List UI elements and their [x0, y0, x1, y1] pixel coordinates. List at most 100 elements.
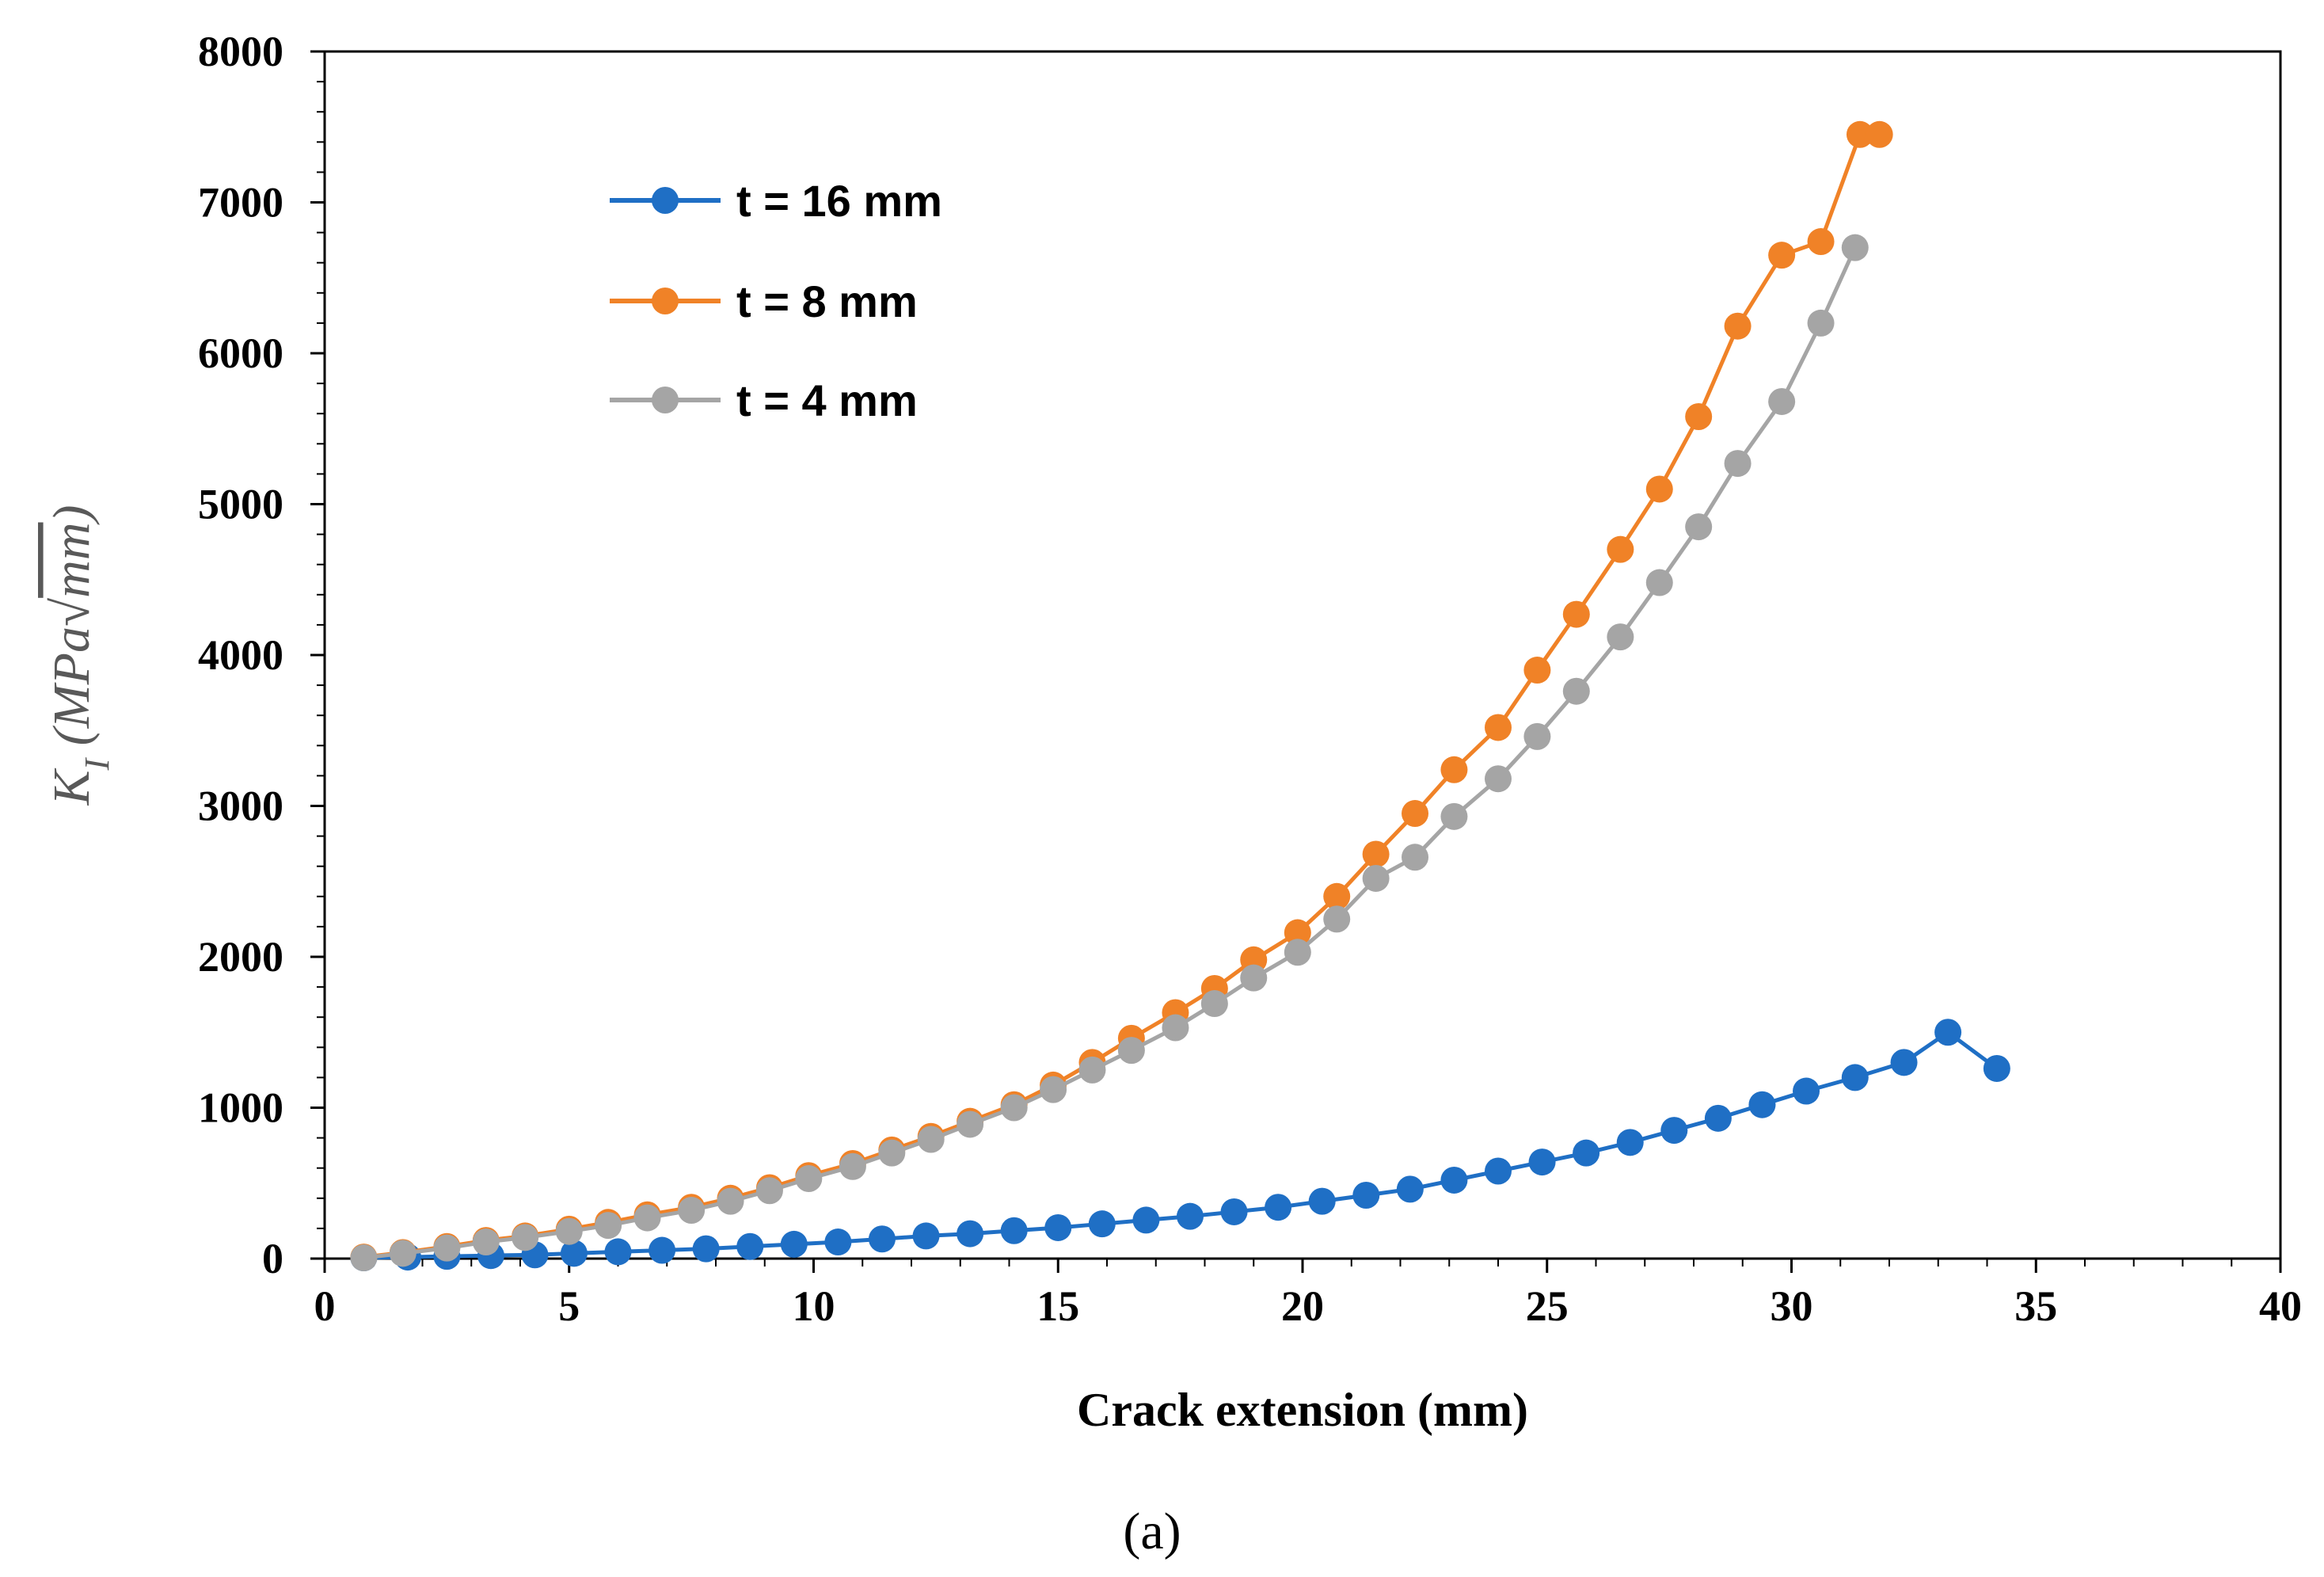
data-point — [1200, 990, 1228, 1018]
data-point — [350, 1244, 378, 1272]
data-point — [1768, 242, 1796, 269]
data-point — [1352, 1181, 1380, 1209]
data-point — [1396, 1175, 1424, 1203]
y-tick-label: 0 — [262, 1235, 283, 1282]
data-point — [1440, 756, 1468, 783]
data-point — [1616, 1129, 1644, 1156]
data-point — [1866, 120, 1893, 148]
x-tick-label: 10 — [793, 1282, 835, 1330]
data-point — [1000, 1217, 1028, 1244]
data-point — [957, 1110, 984, 1138]
data-point — [824, 1228, 852, 1256]
series-layer — [350, 120, 2010, 1272]
x-tick-label: 40 — [2259, 1282, 2302, 1330]
data-point — [912, 1222, 940, 1250]
data-point — [678, 1197, 706, 1225]
data-point — [1685, 403, 1713, 431]
y-tick-label: 6000 — [198, 329, 283, 377]
figure-caption: (a) — [1123, 1503, 1181, 1560]
legend-item-1: t = 8 mm — [610, 276, 918, 326]
data-point — [595, 1212, 622, 1240]
y-tick-label: 5000 — [198, 481, 283, 528]
data-point — [1362, 864, 1390, 892]
data-point — [957, 1220, 984, 1248]
data-point — [1220, 1198, 1248, 1225]
y-axis-label-sub: I — [78, 756, 116, 771]
y-axis-label-unit-sqrt: mm — [43, 522, 101, 597]
data-point — [795, 1165, 823, 1193]
series-0 — [350, 1019, 2010, 1272]
x-axis-ticks: 0 5 10 15 20 25 30 35 40 — [314, 1259, 2302, 1330]
data-point — [604, 1238, 632, 1266]
data-point — [1176, 1202, 1204, 1230]
data-point — [1088, 1210, 1116, 1238]
data-point — [472, 1228, 500, 1256]
data-point — [1485, 765, 1512, 793]
data-point — [1265, 1194, 1292, 1221]
data-point — [1645, 569, 1673, 596]
data-point — [433, 1234, 461, 1262]
data-point — [1607, 623, 1634, 651]
data-point — [1044, 1213, 1072, 1241]
legend-label-t8: t = 8 mm — [736, 276, 918, 326]
data-point — [1645, 475, 1673, 503]
data-point — [1807, 228, 1835, 256]
x-tick-label: 30 — [1771, 1282, 1813, 1330]
data-point — [878, 1139, 906, 1167]
data-point — [692, 1235, 720, 1263]
data-point — [1793, 1077, 1820, 1105]
data-point — [1934, 1019, 1962, 1046]
data-point — [1573, 1139, 1600, 1167]
data-point — [389, 1240, 416, 1267]
data-point — [868, 1225, 896, 1253]
data-point — [1132, 1206, 1160, 1234]
data-point — [1362, 840, 1390, 868]
y-tick-label: 4000 — [198, 631, 283, 679]
data-point — [717, 1187, 744, 1215]
data-point — [917, 1126, 945, 1153]
series-2 — [350, 234, 1869, 1272]
data-point — [1284, 939, 1311, 966]
x-tick-label: 25 — [1526, 1282, 1569, 1330]
legend-item-2: t = 4 mm — [610, 375, 918, 425]
y-axis-label-unit-open: (MPa — [43, 627, 101, 759]
x-tick-label: 5 — [558, 1282, 580, 1330]
data-point — [1807, 309, 1835, 337]
data-point — [839, 1152, 866, 1180]
x-tick-label: 15 — [1036, 1282, 1079, 1330]
y-axis-label-unit-close: ) — [43, 505, 101, 525]
data-point — [1323, 905, 1351, 933]
data-point — [1117, 1037, 1145, 1065]
data-point — [1440, 802, 1468, 830]
data-point — [1841, 1064, 1869, 1091]
plot-area — [323, 50, 2282, 1260]
data-point — [1485, 1157, 1512, 1185]
y-tick-label: 1000 — [198, 1084, 283, 1132]
data-point — [1440, 1166, 1468, 1194]
data-point — [1562, 677, 1590, 705]
data-point — [780, 1230, 808, 1258]
data-point — [1724, 312, 1752, 340]
data-point — [1523, 657, 1551, 684]
data-point — [649, 1236, 676, 1264]
data-point — [736, 1232, 764, 1260]
data-point — [1402, 800, 1429, 828]
y-tick-label: 7000 — [198, 179, 283, 227]
y-tick-label: 2000 — [198, 933, 283, 981]
data-point — [1841, 234, 1869, 261]
data-point — [633, 1204, 661, 1232]
legend-label-t4: t = 4 mm — [736, 375, 918, 425]
x-tick-label: 0 — [314, 1282, 336, 1330]
data-point — [1704, 1104, 1732, 1132]
data-point — [1308, 1187, 1336, 1215]
data-point — [512, 1224, 539, 1251]
y-tick-label: 3000 — [198, 783, 283, 830]
data-point — [560, 1240, 588, 1267]
y-axis-label: KI (MPa√mm) — [43, 505, 116, 806]
data-point — [1748, 1091, 1776, 1118]
data-point — [1485, 714, 1512, 741]
data-point — [1846, 120, 1873, 148]
data-point — [1162, 1014, 1189, 1042]
x-axis-label: Crack extension (mm) — [1077, 1384, 1528, 1436]
